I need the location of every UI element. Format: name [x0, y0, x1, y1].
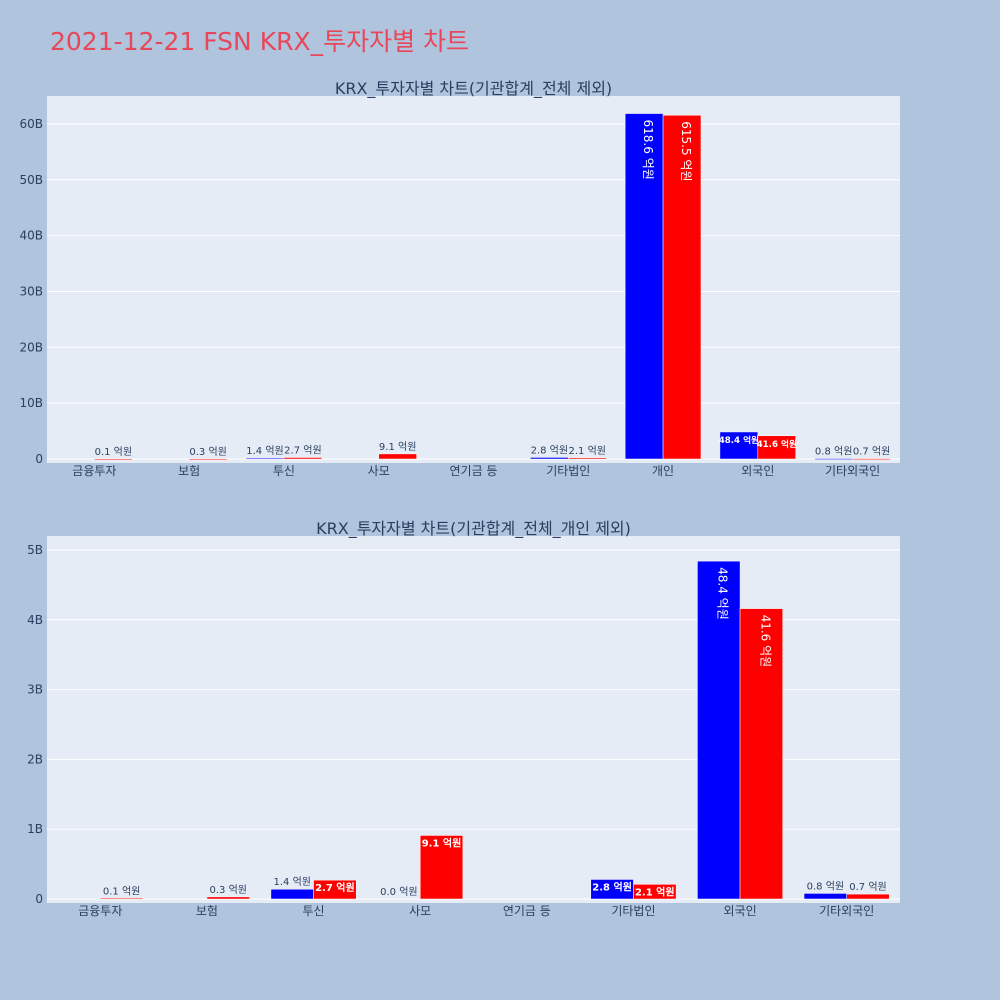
chart-title: KRX_투자자별 차트(기관합계_전체_개인 제외) — [316, 519, 631, 539]
bar — [719, 431, 759, 460]
data-label: 48.4 억원 — [716, 567, 730, 620]
chart-excl-institution: 0 10B 20B 30B 40B 50B 60B KRX_투자자별 차트(기관합계_전체 제… — [19, 79, 900, 478]
bar — [846, 893, 890, 900]
bar — [568, 457, 607, 460]
y-tick-label: 50B — [19, 173, 43, 187]
data-label: 9.1 억원 — [379, 441, 416, 453]
data-label: 2.1 억원 — [568, 445, 605, 457]
x-tick-label: 보험 — [178, 464, 200, 478]
bar — [697, 560, 741, 900]
data-label: 2.8 억원 — [531, 444, 568, 456]
x-tick-label: 금융투자 — [72, 464, 116, 478]
x-tick-label: 사모 — [409, 904, 431, 918]
data-label: 41.6 억원 — [757, 438, 797, 450]
data-label: 0.3 억원 — [189, 446, 226, 458]
bar — [530, 457, 569, 460]
data-label: 0.7 억원 — [849, 881, 886, 893]
x-tick-label: 기타법인 — [611, 904, 655, 918]
data-label: 1.4 억원 — [246, 445, 283, 457]
y-tick-label: 3B — [27, 683, 43, 697]
x-tick-label: 투신 — [273, 464, 295, 478]
bar — [803, 893, 847, 900]
y-tick-label: 40B — [19, 229, 43, 243]
chart-title: KRX_투자자별 차트(기관합계_전체 제외) — [335, 79, 612, 99]
x-tick-label: 외국인 — [741, 464, 774, 478]
data-label: 0.8 억원 — [807, 880, 844, 892]
x-tick-label: 외국인 — [724, 904, 757, 918]
data-label: 41.6 억원 — [758, 615, 772, 668]
data-label: 9.1 억원 — [422, 836, 462, 849]
data-label: 2.8 억원 — [592, 880, 632, 893]
data-label: 0.8 억원 — [815, 446, 852, 458]
bar — [94, 458, 133, 461]
y-tick-label: 1B — [27, 822, 43, 836]
data-label: 2.7 억원 — [315, 881, 355, 894]
x-tick-label: 투신 — [303, 904, 325, 918]
y-tick-label: 60B — [19, 117, 43, 131]
y-tick-label: 5B — [27, 543, 43, 557]
data-label: 618.6 억원 — [641, 120, 655, 180]
data-label: 0.3 억원 — [210, 884, 247, 896]
plot-area — [47, 96, 900, 463]
data-label: 2.7 억원 — [284, 444, 321, 456]
bar — [188, 458, 228, 461]
x-tick-label: 금융투자 — [78, 904, 122, 918]
data-label: 2.1 억원 — [635, 885, 675, 898]
bar — [313, 879, 357, 900]
y-tick-label: 4B — [27, 613, 43, 627]
x-tick-label: 보험 — [196, 904, 218, 918]
bar — [739, 608, 783, 900]
y-tick-label: 20B — [19, 340, 43, 354]
y-tick-label: 0 — [35, 892, 43, 906]
bar — [270, 888, 314, 900]
y-tick-label: 10B — [19, 396, 43, 410]
x-tick-label: 연기금 등 — [450, 464, 498, 478]
page-title: 2021-12-21 FSN KRX_투자자별 차트 — [50, 27, 470, 56]
data-label: 0.7 억원 — [853, 446, 890, 458]
x-tick-label: 개인 — [652, 464, 674, 478]
x-tick-label: 기타외국인 — [819, 904, 874, 918]
data-label: 48.4 억원 — [719, 434, 759, 446]
bar — [852, 458, 891, 460]
y-tick-label: 0 — [35, 452, 43, 466]
x-tick-label: 기타법인 — [546, 464, 590, 478]
data-label: 615.5 억원 — [679, 121, 693, 181]
bar — [419, 835, 464, 900]
data-label: 1.4 억원 — [273, 876, 310, 888]
bar — [245, 457, 285, 460]
bar — [624, 113, 664, 460]
bar — [206, 896, 250, 900]
x-tick-label: 연기금 등 — [503, 904, 551, 918]
x-tick-label: 기타외국인 — [825, 464, 880, 478]
data-label: 0.0 억원 — [380, 886, 417, 898]
bar — [283, 457, 323, 460]
x-tick-label: 사모 — [368, 464, 390, 478]
bar — [814, 458, 853, 460]
bar — [757, 435, 796, 460]
data-label: 0.1 억원 — [103, 885, 140, 897]
bar — [633, 884, 677, 900]
bar — [378, 453, 417, 460]
y-tick-label: 30B — [19, 284, 43, 298]
chart-excl-institution-individual: 0 1B 2B 3B 4B 5B KRX_투자자별 차트(기관합계_전체_개인 제외) 금융투… — [27, 519, 900, 918]
bar — [100, 898, 144, 900]
data-label: 0.1 억원 — [95, 446, 132, 458]
y-tick-label: 2B — [27, 752, 43, 766]
bar — [662, 115, 702, 460]
